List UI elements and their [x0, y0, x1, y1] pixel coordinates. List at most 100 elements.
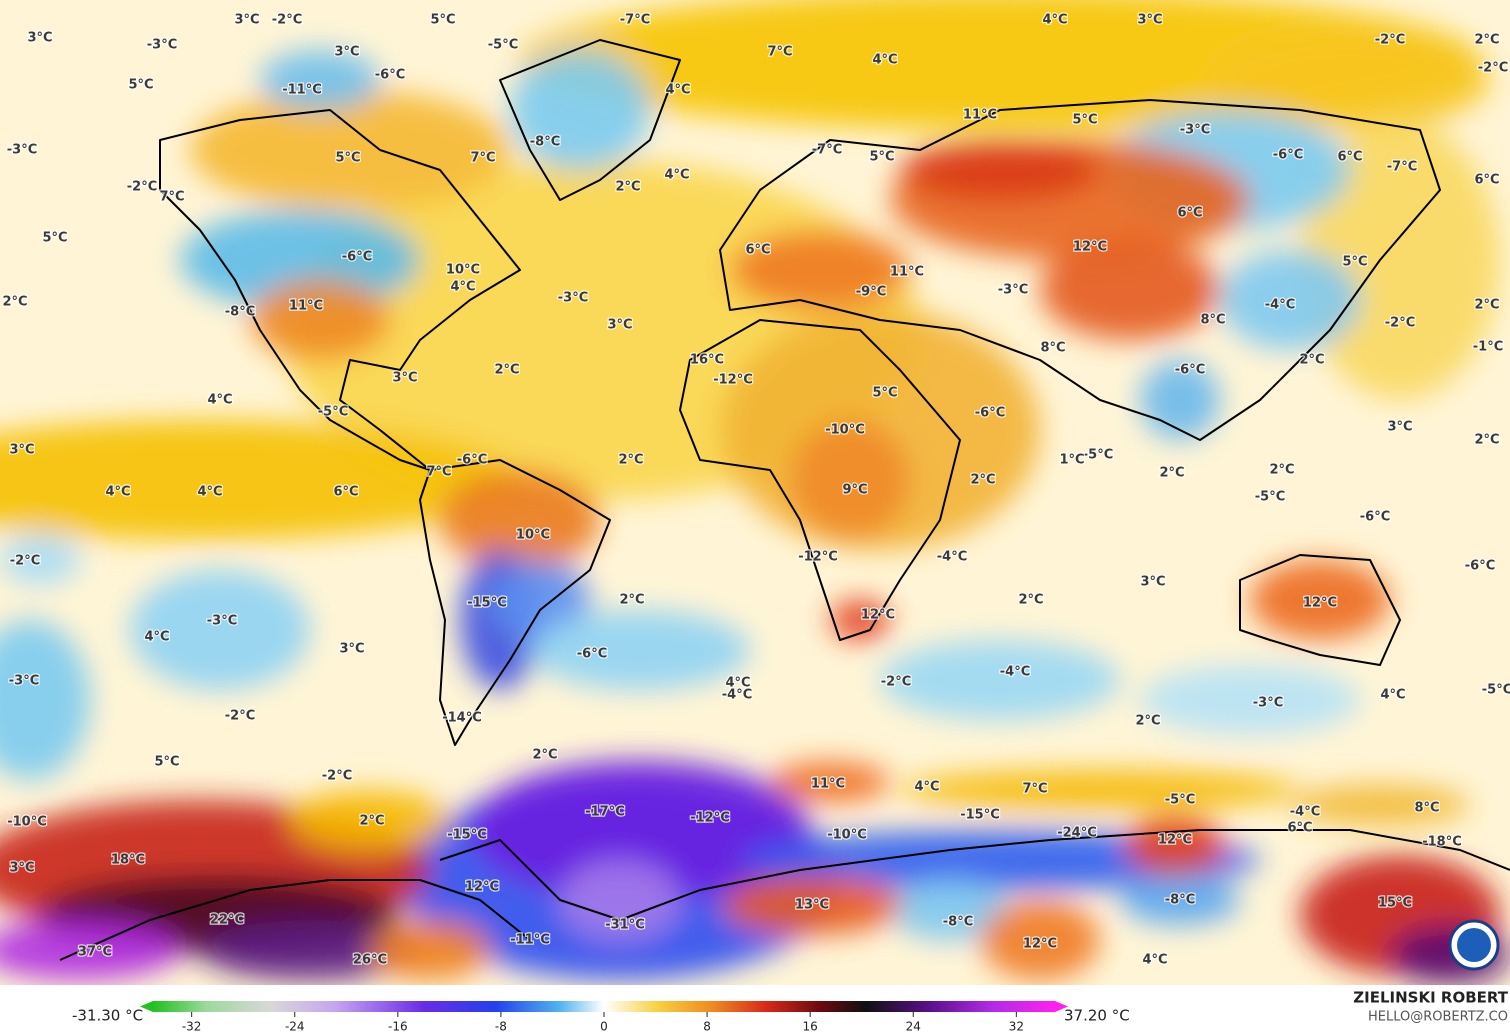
temperature-label: 12°C	[1073, 240, 1107, 255]
colorbar-tick-label: 16	[803, 1020, 818, 1034]
temperature-label: -14°C	[442, 711, 482, 726]
temperature-label: 3°C	[1140, 575, 1165, 590]
temperature-label: -12°C	[798, 550, 838, 565]
temperature-label: -24°C	[1057, 826, 1097, 841]
colorbar-tick-label: -32	[182, 1020, 202, 1034]
color-region	[180, 210, 420, 310]
temperature-label: 2°C	[1135, 714, 1160, 729]
temperature-label: 5°C	[154, 755, 179, 770]
color-region	[0, 920, 180, 980]
coastline	[1239, 554, 1401, 666]
temperature-label: 1°C	[1059, 453, 1084, 468]
temperature-label: -17°C	[585, 805, 625, 820]
temperature-label: -2°C	[1478, 61, 1508, 76]
temperature-label: -6°C	[375, 68, 405, 83]
temperature-label: 4°C	[665, 83, 690, 98]
temperature-label: -3°C	[207, 614, 237, 629]
temperature-label: 2°C	[1474, 298, 1499, 313]
temperature-label: -3°C	[147, 38, 177, 53]
temperature-label: -31°C	[605, 918, 645, 933]
temperature-label: 12°C	[1023, 937, 1057, 952]
color-region	[900, 770, 1300, 810]
temperature-label: -5°C	[1165, 793, 1195, 808]
colorbar-tick-label: -8	[495, 1020, 507, 1034]
temperature-label: -5°C	[488, 38, 518, 53]
temperature-label: -2°C	[272, 13, 302, 28]
temperature-label: -18°C	[1422, 835, 1462, 850]
temperature-label: 2°C	[615, 180, 640, 195]
temperature-label: -11°C	[282, 83, 322, 98]
temperature-label: 7°C	[1022, 782, 1047, 797]
color-region	[980, 900, 1100, 980]
color-region	[130, 570, 310, 690]
colorbar-max-label: 37.20 °C	[1064, 1007, 1130, 1025]
temperature-label: -8°C	[530, 135, 560, 150]
temperature-label: -5°C	[1482, 683, 1510, 698]
temperature-label: -6°C	[1273, 148, 1303, 163]
temperature-label: -5°C	[1083, 448, 1113, 463]
temperature-label: -11°C	[510, 933, 550, 948]
temperature-label: 4°C	[1380, 688, 1405, 703]
temperature-label: 10°C	[516, 528, 550, 543]
color-region	[722, 875, 902, 935]
colorbar-tick-label: 0	[600, 1020, 608, 1034]
temperature-label: 8°C	[1040, 341, 1065, 356]
temperature-label: 5°C	[128, 78, 153, 93]
temperature-label: 2°C	[1159, 466, 1184, 481]
temperature-label: -3°C	[1180, 123, 1210, 138]
temperature-label: 7°C	[426, 465, 451, 480]
temperature-label: 3°C	[234, 13, 259, 28]
temperature-label: -7°C	[812, 143, 842, 158]
temperature-label: 4°C	[725, 676, 750, 691]
temperature-label: -4°C	[1265, 298, 1295, 313]
temperature-label: -6°C	[1465, 559, 1495, 574]
temperature-label: -2°C	[1375, 33, 1405, 48]
color-region	[0, 620, 90, 780]
temperature-label: 12°C	[465, 880, 499, 895]
temperature-label: 11°C	[890, 265, 924, 280]
color-region	[770, 762, 890, 802]
temperature-label: -2°C	[10, 554, 40, 569]
temperature-label: 5°C	[430, 13, 455, 28]
colorbar-tick-label: 8	[703, 1020, 711, 1034]
temperature-label: -4°C	[937, 550, 967, 565]
temperature-label: 2°C	[1474, 433, 1499, 448]
temperature-label: -8°C	[225, 305, 255, 320]
temperature-label: 5°C	[1072, 113, 1097, 128]
coastline	[679, 319, 961, 641]
color-region	[250, 280, 390, 360]
color-region	[200, 920, 420, 980]
temperature-label: -3°C	[7, 143, 37, 158]
coastline	[59, 879, 531, 961]
temperature-label: -2°C	[881, 675, 911, 690]
color-regions	[0, 0, 1510, 985]
logo-core	[1457, 928, 1491, 962]
temperature-field: 3°C 3°C -2°C 5°C -7°C 4°C 3°C -2°C 2°C -3°C 3°C -5°…	[0, 0, 1510, 985]
temperature-labels: 3°C 3°C -2°C 5°C -7°C 4°C 3°C -2°C 2°C -3°C 3°C -5°…	[1, 11, 1510, 969]
temperature-label: 6°C	[1337, 150, 1362, 165]
temperature-label: 7°C	[767, 45, 792, 60]
color-region	[1220, 250, 1360, 350]
temperature-label: 12°C	[1303, 596, 1337, 611]
temperature-label: -7°C	[1387, 160, 1417, 175]
color-region	[190, 90, 510, 210]
color-region	[730, 230, 910, 310]
temperature-label: 2°C	[1474, 33, 1499, 48]
temperature-label: 3°C	[339, 642, 364, 657]
colorbar-min-arrow	[140, 1001, 153, 1012]
temperature-label: 2°C	[618, 453, 643, 468]
temperature-label: 4°C	[105, 485, 130, 500]
temperature-label: 6°C	[745, 243, 770, 258]
temperature-label: 11°C	[289, 299, 323, 314]
temperature-label: 4°C	[1142, 953, 1167, 968]
temperature-label: -6°C	[457, 453, 487, 468]
coastline	[499, 39, 681, 201]
temperature-label: 5°C	[335, 151, 360, 166]
temperature-label: 12°C	[861, 608, 895, 623]
temperature-label: -12°C	[713, 373, 753, 388]
temperature-label: 2°C	[532, 748, 557, 763]
temperature-label: -6°C	[1175, 363, 1205, 378]
temperature-label: 3°C	[27, 31, 52, 46]
temperature-label: 6°C	[1177, 206, 1202, 221]
